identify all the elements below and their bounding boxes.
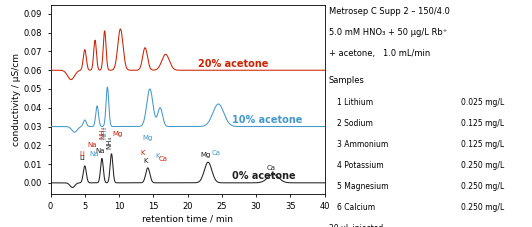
Text: NH₄: NH₄ — [102, 126, 107, 139]
Text: Na: Na — [88, 142, 97, 148]
Text: K: K — [140, 150, 145, 156]
Text: Metrosep C Supp 2 – 150/4.0: Metrosep C Supp 2 – 150/4.0 — [329, 7, 450, 16]
Text: Li: Li — [79, 151, 85, 158]
Text: 0.250 mg/L: 0.250 mg/L — [461, 203, 504, 212]
Y-axis label: conductivity / μS/cm: conductivity / μS/cm — [12, 53, 21, 146]
Text: 2 Sodium: 2 Sodium — [337, 119, 373, 128]
Text: 20 μL injected: 20 μL injected — [329, 224, 383, 227]
Text: + acetone,   1.0 mL/min: + acetone, 1.0 mL/min — [329, 49, 430, 58]
Text: Ca: Ca — [159, 156, 168, 162]
Text: 0.025 mg/L: 0.025 mg/L — [461, 98, 504, 107]
Text: 0.250 mg/L: 0.250 mg/L — [461, 161, 504, 170]
Text: 0.250 mg/L: 0.250 mg/L — [461, 182, 504, 191]
Text: 5 Magnesium: 5 Magnesium — [337, 182, 388, 191]
X-axis label: retention time / min: retention time / min — [142, 214, 233, 223]
Text: NH₄: NH₄ — [106, 136, 112, 149]
Text: Ca: Ca — [267, 165, 276, 171]
Text: 20% acetone: 20% acetone — [198, 59, 268, 69]
Text: Samples: Samples — [329, 76, 364, 86]
Text: Mg: Mg — [143, 135, 153, 141]
Text: 10% acetone: 10% acetone — [232, 115, 302, 125]
Text: 3 Ammonium: 3 Ammonium — [337, 140, 388, 149]
Text: Na: Na — [89, 151, 99, 158]
Text: 6 Calcium: 6 Calcium — [337, 203, 375, 212]
Text: Na: Na — [95, 148, 105, 154]
Text: 0% acetone: 0% acetone — [232, 171, 296, 181]
Text: 4 Potassium: 4 Potassium — [337, 161, 384, 170]
Text: Li: Li — [80, 155, 86, 161]
Text: 0.125 mg/L: 0.125 mg/L — [461, 140, 504, 149]
Text: 1 Lithium: 1 Lithium — [337, 98, 373, 107]
Text: NH₄: NH₄ — [99, 126, 105, 139]
Text: K: K — [156, 153, 160, 159]
Text: Ca: Ca — [212, 150, 221, 156]
Text: Mg: Mg — [201, 152, 211, 158]
Text: K: K — [144, 158, 148, 164]
Text: Mg: Mg — [112, 131, 123, 137]
Text: 5.0 mM HNO₃ + 50 μg/L Rb⁺: 5.0 mM HNO₃ + 50 μg/L Rb⁺ — [329, 28, 447, 37]
Text: 0.125 mg/L: 0.125 mg/L — [461, 119, 504, 128]
